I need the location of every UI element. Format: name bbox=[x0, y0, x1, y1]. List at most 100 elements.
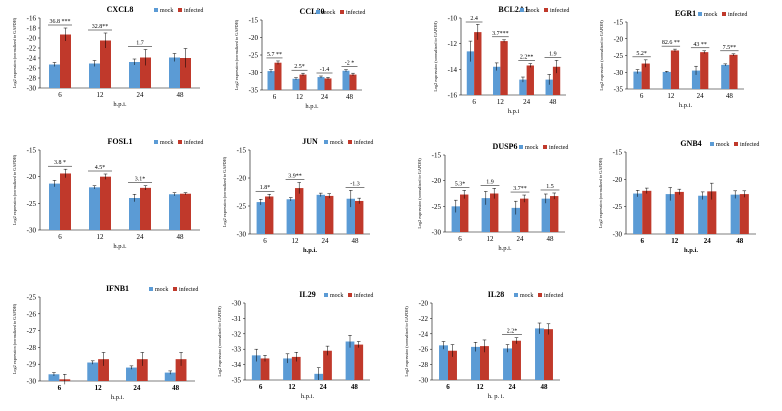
y-tick-label: -14 bbox=[448, 66, 458, 74]
mock-bar bbox=[541, 198, 550, 232]
x-tick-label: 12 bbox=[477, 383, 485, 391]
infected-bar bbox=[520, 198, 529, 232]
mock-bar bbox=[129, 62, 140, 88]
chart-bcl2a1: BCL2A1 -10 -12 -14 -16 Log2 expression (norma… bbox=[433, 5, 569, 115]
y-tick-label: -28 bbox=[27, 344, 37, 352]
legend-label-infected: infected bbox=[354, 292, 373, 299]
y-tick-label: -10 bbox=[448, 15, 458, 23]
x-tick-label: 48 bbox=[177, 233, 185, 241]
infected-bar bbox=[460, 194, 469, 232]
y-axis-label: Log2 expression (normalized to GAPDH) bbox=[12, 17, 17, 88]
mock-bar bbox=[503, 348, 512, 380]
infected-bar bbox=[544, 329, 553, 380]
mock-bar bbox=[633, 193, 643, 234]
legend-label-mock: mock bbox=[330, 140, 343, 146]
legend-swatch-mock bbox=[154, 140, 158, 144]
x-axis-label: h.p.i. bbox=[305, 103, 319, 110]
y-tick-label: -25 bbox=[249, 52, 259, 60]
mock-bar bbox=[267, 71, 275, 90]
y-tick-label: -25 bbox=[27, 294, 37, 302]
y-tick-label: -26 bbox=[27, 65, 37, 73]
mock-bar bbox=[545, 79, 553, 95]
chart-title: EGR1 bbox=[675, 9, 696, 18]
x-tick-label: 6 bbox=[640, 92, 644, 100]
y-tick-label: -15 bbox=[27, 147, 37, 155]
y-tick-label: -24 bbox=[419, 330, 429, 338]
legend-label-mock: mock bbox=[704, 12, 717, 18]
legend-label-mock: mock bbox=[160, 8, 173, 14]
significance-label: 2.4 bbox=[470, 16, 478, 22]
legend-swatch-mock bbox=[520, 8, 524, 12]
mock-bar bbox=[164, 372, 176, 381]
y-tick-label: -30 bbox=[27, 227, 37, 235]
infected-bar bbox=[349, 74, 357, 90]
mock-bar bbox=[698, 195, 708, 234]
significance-label: -2 * bbox=[345, 61, 355, 67]
significance-label: -1.4 bbox=[320, 67, 330, 73]
legend-swatch-infected bbox=[348, 293, 352, 297]
x-axis-label: h.p.i. bbox=[684, 247, 698, 254]
legend-swatch-infected bbox=[173, 287, 177, 291]
chart-fosl1: FOSL1 -15 -20 -25 -30 Log2 expression (normal… bbox=[12, 137, 203, 250]
x-tick-label: 6 bbox=[58, 233, 62, 241]
infected-bar bbox=[60, 173, 71, 230]
mock-bar bbox=[316, 194, 325, 234]
significance-label: 32.8** bbox=[92, 24, 109, 30]
x-axis-label: h.p.i. bbox=[303, 247, 317, 254]
significance-label: 4.5* bbox=[95, 165, 106, 171]
y-axis-label: Log2 expression (normalized to GAPDH) bbox=[217, 306, 222, 377]
mock-bar bbox=[730, 194, 740, 234]
x-tick-label: 24 bbox=[137, 233, 145, 241]
y-tick-label: -32 bbox=[232, 330, 242, 338]
legend-swatch-mock bbox=[698, 12, 702, 16]
legend-label-infected: infected bbox=[179, 286, 198, 293]
x-tick-label: 12 bbox=[292, 237, 300, 245]
x-tick-label: 12 bbox=[97, 233, 105, 241]
infected-bar bbox=[324, 78, 332, 90]
y-tick-label: -15 bbox=[237, 147, 247, 155]
chart-title: CXCL8 bbox=[107, 5, 134, 14]
infected-bar bbox=[136, 359, 148, 381]
infected-bar bbox=[175, 359, 187, 381]
y-tick-label: -20 bbox=[27, 35, 37, 43]
infected-bar bbox=[180, 193, 191, 230]
significance-label: 36.8 *** bbox=[50, 19, 71, 25]
mock-bar bbox=[317, 77, 325, 90]
mock-bar bbox=[346, 198, 355, 234]
x-tick-label: 24 bbox=[704, 237, 712, 245]
chart-title: IL29 bbox=[299, 290, 315, 299]
y-tick-label: -16 bbox=[27, 15, 37, 23]
infected-bar bbox=[100, 40, 111, 88]
mock-bar bbox=[471, 346, 480, 380]
y-tick-label: -20 bbox=[614, 35, 624, 43]
infected-bar bbox=[512, 340, 521, 380]
y-tick-label: -35 bbox=[614, 86, 624, 94]
x-tick-label: 24 bbox=[509, 383, 517, 391]
mock-bar bbox=[451, 206, 460, 232]
x-tick-label: 48 bbox=[726, 92, 734, 100]
legend-swatch-infected bbox=[538, 293, 542, 297]
x-axis-label: h.p.i. bbox=[113, 101, 127, 108]
y-axis-label: Log2 expression (normalized to GAPDH) bbox=[12, 303, 17, 374]
y-axis-label: Log2 expression (normalized to GAPDH) bbox=[222, 156, 227, 227]
legend-label-infected: infected bbox=[549, 144, 568, 151]
mock-bar bbox=[251, 355, 261, 380]
y-tick-label: -16 bbox=[448, 92, 458, 100]
x-axis-label: h.p.i. bbox=[111, 394, 125, 401]
chart-il28: IL28 -20 -22 -24 -26 -28 -30 Log2 expression (n… bbox=[404, 290, 563, 400]
mock-bar bbox=[519, 79, 527, 95]
mock-bar bbox=[662, 71, 671, 89]
y-tick-label: -20 bbox=[237, 175, 247, 183]
significance-label: 1.9 bbox=[549, 51, 557, 57]
legend-label-infected: infected bbox=[544, 292, 563, 299]
y-tick-label: -22 bbox=[27, 45, 37, 53]
x-tick-label: 12 bbox=[95, 384, 103, 392]
y-tick-label: -30 bbox=[27, 85, 37, 93]
y-tick-label: -25 bbox=[614, 52, 624, 60]
legend-label-mock: mock bbox=[526, 8, 539, 14]
legend-label-infected: infected bbox=[184, 7, 203, 14]
y-tick-label: -30 bbox=[614, 69, 624, 77]
y-tick-label: -30 bbox=[27, 378, 37, 386]
chart-ccl20: CCL20 -15 -20 -25 -30 -35 Log2 expression (nor… bbox=[234, 7, 365, 110]
y-tick-label: -15 bbox=[432, 152, 442, 160]
